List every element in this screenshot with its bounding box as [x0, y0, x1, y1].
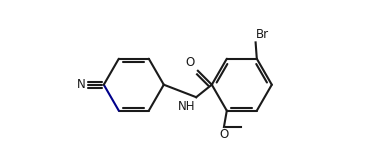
Text: Br: Br [256, 28, 269, 41]
Text: O: O [220, 128, 229, 142]
Text: NH: NH [178, 100, 195, 113]
Text: N: N [77, 78, 85, 91]
Text: O: O [186, 56, 195, 69]
